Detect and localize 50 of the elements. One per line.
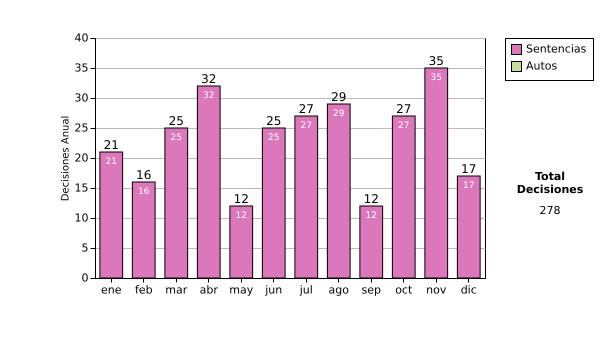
- x-tick-label: nov: [426, 284, 447, 296]
- total-label: 32: [201, 72, 216, 86]
- y-tick-label: 25: [74, 122, 88, 134]
- data-label: 35: [430, 73, 442, 83]
- y-tick-label: 5: [82, 242, 88, 254]
- y-tick-label: 40: [74, 32, 88, 44]
- x-tick-label: sep: [362, 284, 382, 296]
- x-tick-label: mar: [165, 284, 188, 296]
- x-tick-label: ago: [328, 284, 350, 296]
- total-label: 27: [298, 102, 314, 116]
- data-label: 25: [268, 133, 280, 143]
- x-tick-label: ene: [100, 284, 122, 296]
- data-label: 21: [106, 157, 117, 167]
- y-axis-title: Decisiones Anual: [60, 116, 72, 202]
- data-label: 12: [366, 211, 377, 221]
- total-label: 17: [461, 162, 476, 176]
- total-label: 35: [428, 54, 444, 68]
- y-tick-label: 15: [74, 182, 88, 194]
- legend-label: Autos: [526, 60, 558, 72]
- x-tick-label: jul: [298, 284, 313, 296]
- data-label: 12: [236, 211, 247, 221]
- y-tick-label: 35: [74, 62, 88, 74]
- data-label: 16: [138, 187, 150, 197]
- data-label: 27: [398, 121, 410, 131]
- x-tick-label: abr: [200, 284, 218, 296]
- total-label: 12: [364, 192, 379, 206]
- y-tick-label: 10: [74, 212, 88, 224]
- legend-label: Sentencias: [526, 42, 587, 56]
- y-tick-label: 0: [82, 272, 88, 284]
- data-label: 27: [300, 121, 312, 131]
- data-label: 17: [463, 181, 474, 191]
- total-label: 27: [396, 102, 412, 116]
- total-label: 25: [168, 114, 184, 128]
- y-tick-label: 30: [74, 92, 88, 104]
- y-tick-label: 20: [74, 152, 88, 164]
- x-tick-label: feb: [134, 284, 153, 296]
- data-label: 32: [203, 91, 214, 101]
- total-label: 21: [104, 138, 119, 152]
- total-label: 29: [331, 90, 346, 104]
- x-tick-label: may: [229, 284, 254, 296]
- x-tick-label: oct: [395, 284, 413, 296]
- data-label: 29: [333, 109, 345, 119]
- total-label: 12: [234, 192, 249, 206]
- total-label: 16: [136, 168, 152, 182]
- text: Total Decisiones: [516, 170, 584, 196]
- data-label: 25: [170, 133, 182, 143]
- total-label: 25: [266, 114, 282, 128]
- x-tick-label: jun: [264, 284, 282, 296]
- x-tick-label: dic: [460, 284, 477, 296]
- text: 278: [538, 204, 562, 217]
